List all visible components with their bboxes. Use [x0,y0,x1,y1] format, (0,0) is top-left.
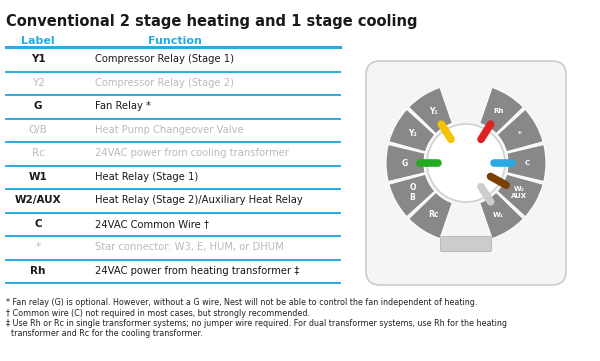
Text: Y2: Y2 [32,78,44,88]
Wedge shape [389,174,435,217]
Text: W1: W1 [29,172,47,182]
Text: Compressor Relay (Stage 1): Compressor Relay (Stage 1) [95,54,234,64]
Text: 24VAC Common Wire †: 24VAC Common Wire † [95,219,209,229]
Text: C: C [34,219,42,229]
FancyBboxPatch shape [366,61,566,285]
Wedge shape [479,87,523,134]
Text: Heat Relay (Stage 1): Heat Relay (Stage 1) [95,172,198,182]
Text: Star connector: W3, E, HUM, or DHUM: Star connector: W3, E, HUM, or DHUM [95,242,284,252]
Text: *: * [35,242,41,252]
Text: G: G [34,101,42,111]
Text: Rh: Rh [493,109,504,114]
Text: *: * [518,131,521,136]
Text: 24VAC power from heating transformer ‡: 24VAC power from heating transformer ‡ [95,266,299,276]
Text: transformer and Rc for the cooling transformer.: transformer and Rc for the cooling trans… [6,330,203,339]
Text: Label: Label [21,36,55,46]
Text: Function: Function [148,36,202,46]
Text: W₁: W₁ [493,212,504,218]
Circle shape [427,124,505,202]
Text: Y₂: Y₂ [408,129,417,138]
Wedge shape [507,144,546,182]
Text: † Common wire (C) not required in most cases, but strongly recommended.: † Common wire (C) not required in most c… [6,309,310,318]
Text: Rc: Rc [428,210,439,219]
Wedge shape [497,109,543,152]
Text: Rh: Rh [31,266,46,276]
Text: Rc: Rc [32,148,44,158]
Text: Heat Pump Changeover Valve: Heat Pump Changeover Valve [95,125,244,135]
Text: Y1: Y1 [31,54,46,64]
Wedge shape [389,109,435,152]
Text: Y₁: Y₁ [429,107,437,116]
Text: ‡ Use Rh or Rc in single transformer systems; no jumper wire required. For dual : ‡ Use Rh or Rc in single transformer sys… [6,319,507,328]
Text: 24VAC power from cooling transformer: 24VAC power from cooling transformer [95,148,289,158]
Text: Fan Relay *: Fan Relay * [95,101,151,111]
Wedge shape [386,144,425,182]
Text: * Fan relay (G) is optional. However, without a G wire, Nest will not be able to: * Fan relay (G) is optional. However, wi… [6,298,478,307]
Text: W2/AUX: W2/AUX [14,195,61,205]
Wedge shape [497,174,543,217]
Text: O/B: O/B [29,125,47,135]
Text: Heat Relay (Stage 2)/Auxiliary Heat Relay: Heat Relay (Stage 2)/Auxiliary Heat Rela… [95,195,303,205]
Text: O
B: O B [409,183,416,202]
Wedge shape [479,192,523,239]
Wedge shape [409,192,452,239]
Text: G: G [402,158,408,168]
Text: W₂
AUX: W₂ AUX [511,186,527,199]
Text: C: C [524,160,530,166]
Wedge shape [409,87,452,134]
FancyBboxPatch shape [440,236,491,252]
Text: Compressor Relay (Stage 2): Compressor Relay (Stage 2) [95,78,234,88]
Text: Conventional 2 stage heating and 1 stage cooling: Conventional 2 stage heating and 1 stage… [6,14,418,29]
